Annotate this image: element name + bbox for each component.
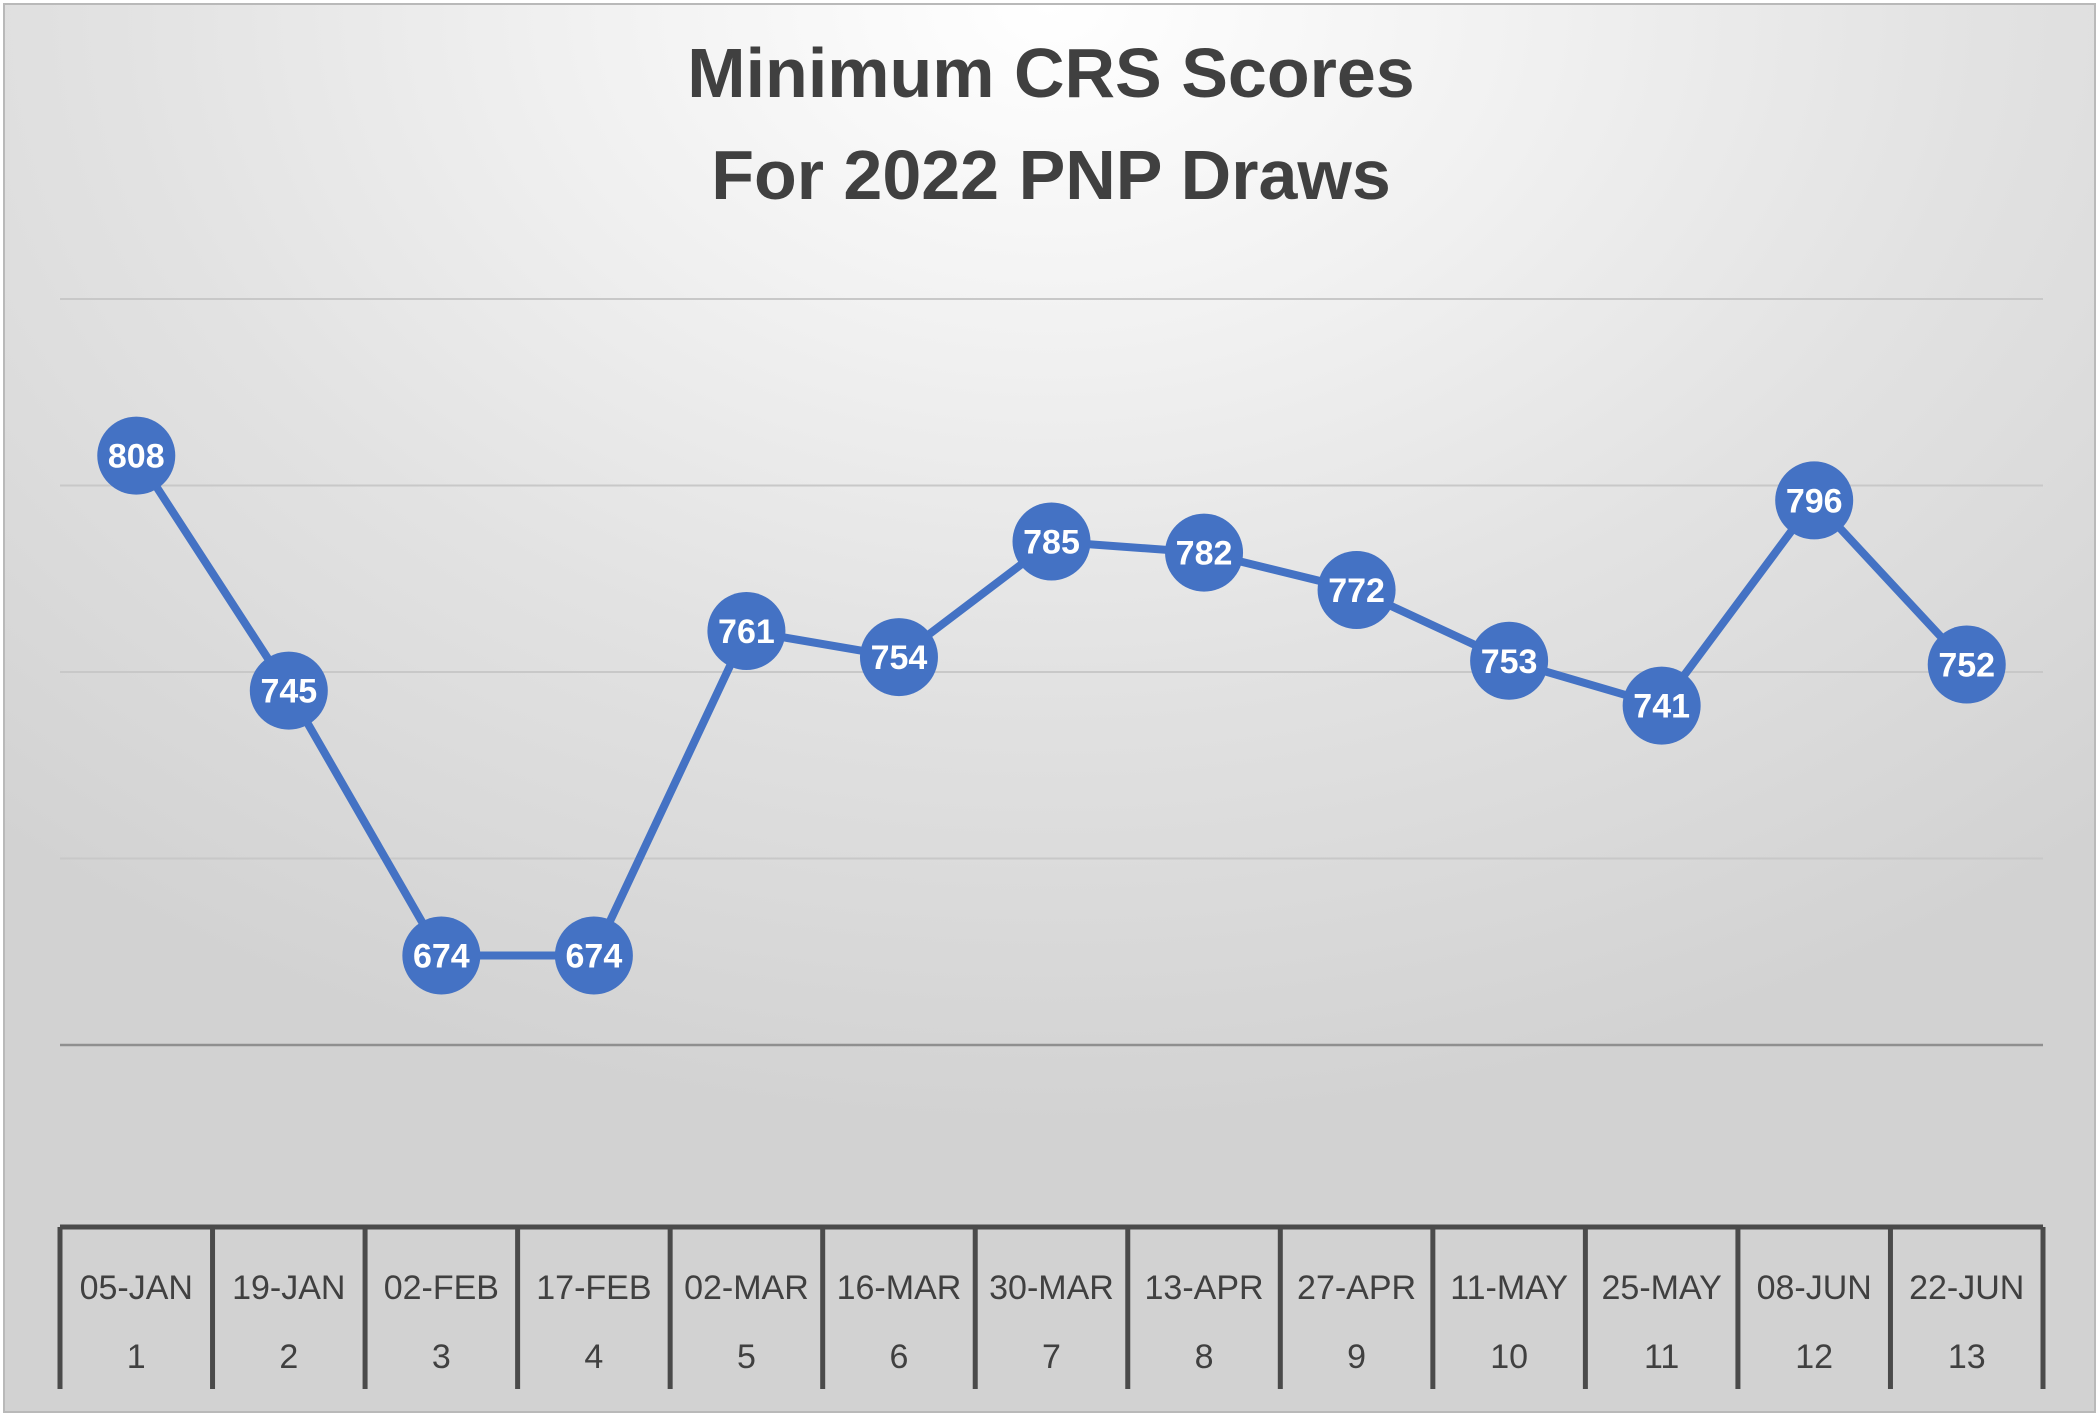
data-point: 754 bbox=[859, 618, 938, 697]
data-point: 741 bbox=[1622, 666, 1701, 745]
point-marker bbox=[1927, 625, 2006, 704]
point-marker bbox=[1775, 461, 1854, 540]
x-tick-label: 13-APR bbox=[1145, 1269, 1264, 1307]
data-label: 754 bbox=[871, 639, 928, 677]
chart-title-line-1: Minimum CRS Scores bbox=[687, 34, 1414, 112]
x-tick-number: 12 bbox=[1795, 1338, 1833, 1376]
x-tick-number: 10 bbox=[1490, 1338, 1528, 1376]
data-label: 674 bbox=[566, 937, 623, 975]
data-label: 808 bbox=[108, 438, 165, 476]
x-tick-label: 02-FEB bbox=[384, 1269, 499, 1307]
x-tick-number: 7 bbox=[1042, 1338, 1061, 1376]
x-tick-number: 6 bbox=[890, 1338, 909, 1376]
chart-title-line-2: For 2022 PNP Draws bbox=[711, 136, 1391, 214]
point-marker bbox=[402, 916, 481, 995]
data-label: 753 bbox=[1481, 643, 1538, 681]
data-label: 752 bbox=[1938, 647, 1995, 685]
data-point: 772 bbox=[1317, 550, 1396, 629]
x-tick-number: 4 bbox=[584, 1338, 603, 1376]
x-tick-label: 19-JAN bbox=[232, 1269, 345, 1307]
data-point: 753 bbox=[1470, 621, 1549, 700]
point-marker bbox=[1012, 502, 1091, 581]
point-marker bbox=[859, 618, 938, 697]
data-point: 674 bbox=[402, 916, 481, 995]
data-point: 782 bbox=[1165, 513, 1244, 592]
category-axis-table: 05-JAN 19-JAN 02-FEB 17-FEB 02-MAR 16-MAR 30-M… bbox=[57, 1224, 2046, 1389]
data-point: 674 bbox=[554, 916, 633, 995]
point-marker bbox=[1470, 621, 1549, 700]
point-marker bbox=[1317, 550, 1396, 629]
data-label: 745 bbox=[260, 673, 317, 711]
data-point: 796 bbox=[1775, 461, 1854, 540]
data-label: 785 bbox=[1023, 523, 1080, 561]
data-point: 761 bbox=[707, 591, 786, 670]
point-marker bbox=[97, 416, 176, 495]
data-label: 741 bbox=[1633, 688, 1690, 726]
x-tick-number: 9 bbox=[1347, 1338, 1366, 1376]
x-tick-label: 22-JUN bbox=[1909, 1269, 2024, 1307]
x-tick-label: 02-MAR bbox=[684, 1269, 809, 1307]
x-tick-label: 25-MAY bbox=[1602, 1269, 1722, 1307]
point-marker bbox=[1622, 666, 1701, 745]
x-tick-label: 30-MAR bbox=[989, 1269, 1114, 1307]
line-chart: Minimum CRS Scores For 2022 PNP Draws 05… bbox=[57, 34, 2046, 1389]
x-tick-label: 27-APR bbox=[1297, 1269, 1416, 1307]
x-tick-number: 2 bbox=[279, 1338, 298, 1376]
data-label: 796 bbox=[1786, 482, 1843, 520]
x-tick-label: 08-JUN bbox=[1757, 1269, 1872, 1307]
gridlines bbox=[60, 298, 2043, 1047]
data-point: 808 bbox=[97, 416, 176, 495]
point-marker bbox=[249, 651, 328, 730]
data-point: 745 bbox=[249, 651, 328, 730]
x-tick-number: 1 bbox=[127, 1338, 146, 1376]
x-tick-label: 11-MAY bbox=[1450, 1269, 1568, 1307]
data-markers: 808 745 674 674 761 754 785 782 772 753 741 796 752 bbox=[97, 416, 2006, 995]
data-label: 674 bbox=[413, 937, 470, 975]
x-tick-label: 05-JAN bbox=[80, 1269, 193, 1307]
data-label: 772 bbox=[1328, 572, 1385, 610]
x-tick-number: 3 bbox=[432, 1338, 451, 1376]
point-marker bbox=[554, 916, 633, 995]
data-point: 752 bbox=[1927, 625, 2006, 704]
x-tick-number: 13 bbox=[1948, 1338, 1986, 1376]
x-tick-number: 5 bbox=[737, 1338, 756, 1376]
point-marker bbox=[1165, 513, 1244, 592]
point-marker bbox=[707, 591, 786, 670]
x-tick-label: 16-MAR bbox=[837, 1269, 962, 1307]
data-label: 782 bbox=[1176, 535, 1233, 573]
x-tick-number: 11 bbox=[1644, 1338, 1679, 1376]
x-tick-label: 17-FEB bbox=[536, 1269, 651, 1307]
data-label: 761 bbox=[718, 613, 775, 651]
chart-frame: Minimum CRS Scores For 2022 PNP Draws 05… bbox=[3, 3, 2096, 1413]
data-point: 785 bbox=[1012, 502, 1091, 581]
x-tick-number: 8 bbox=[1195, 1338, 1214, 1376]
